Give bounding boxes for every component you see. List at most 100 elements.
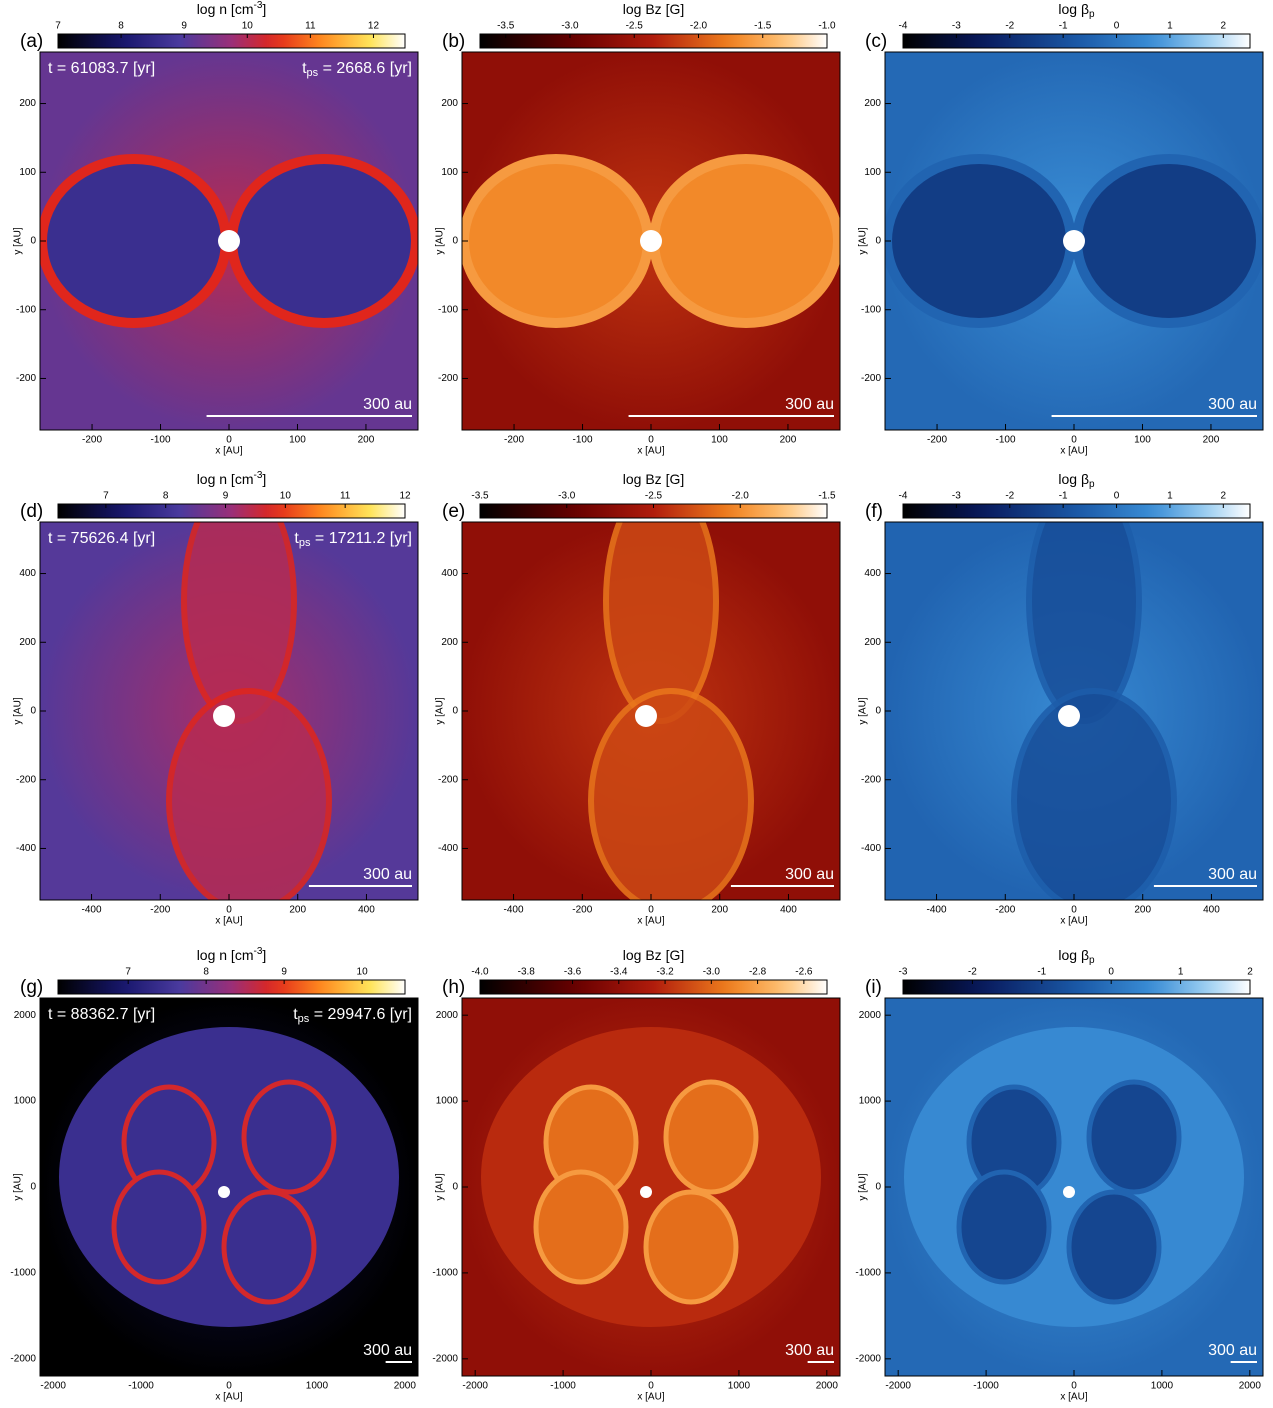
scale-bar-label: 300 au	[785, 866, 834, 883]
colorbar-tick-label: -4	[899, 491, 908, 502]
scale-bar-label: 300 au	[785, 1342, 834, 1359]
lobe	[959, 1172, 1049, 1282]
y-tick-label: 0	[452, 706, 458, 717]
time-label: t = 61083.7 [yr]	[48, 60, 155, 77]
colorbar-tick-label: -1	[1037, 967, 1046, 978]
colorbar	[58, 504, 405, 518]
x-tick-label: -200	[504, 435, 524, 446]
y-tick-label: -200	[438, 373, 458, 384]
scale-bar-label: 300 au	[1208, 866, 1257, 883]
y-tick-label: 400	[441, 568, 458, 579]
y-tick-label: -100	[16, 304, 36, 315]
lobe	[536, 1172, 626, 1282]
x-tick-label: 200	[711, 905, 728, 916]
x-tick-label: -1000	[550, 1381, 576, 1392]
y-axis-label: y [AU]	[858, 697, 869, 724]
colorbar-title: log n [cm-3]	[197, 0, 267, 17]
y-axis-label: y [AU]	[13, 1173, 24, 1200]
y-tick-label: 0	[875, 706, 881, 717]
y-tick-label: -400	[438, 843, 458, 854]
colorbar-tick-label: 11	[305, 21, 316, 32]
tps-part: = 2668.6 [yr]	[318, 60, 412, 77]
panel: -400-2000200400-400-2000200400x [AU]y [A…	[435, 471, 840, 927]
colorbar-tick-label: -3.0	[561, 21, 579, 32]
x-tick-label: -200	[82, 435, 102, 446]
x-axis-label: x [AU]	[1060, 446, 1087, 457]
y-tick-label: -100	[861, 304, 881, 315]
title-part: p	[1089, 479, 1095, 490]
colorbar-title: log n [cm-3]	[197, 946, 267, 963]
colorbar-title: log Bz [G]	[623, 471, 684, 487]
lobe	[1069, 1192, 1159, 1302]
envelope	[59, 1027, 399, 1327]
panel-label: (b)	[442, 31, 465, 52]
y-tick-label: 100	[441, 167, 458, 178]
colorbar	[480, 980, 827, 994]
y-tick-label: -2000	[855, 1353, 881, 1364]
colorbar-tick-label: 10	[242, 21, 254, 32]
x-tick-label: -100	[573, 435, 593, 446]
x-tick-label: 400	[1203, 905, 1220, 916]
lobe	[591, 691, 751, 911]
colorbar-tick-label: 1	[1167, 491, 1173, 502]
y-tick-label: -200	[861, 774, 881, 785]
y-tick-label: -200	[861, 373, 881, 384]
lobe	[464, 159, 648, 323]
x-tick-label: -100	[151, 435, 171, 446]
colorbar-tick-label: -3.4	[610, 967, 628, 978]
core	[1058, 705, 1080, 727]
core	[635, 705, 657, 727]
lobe	[244, 1082, 334, 1192]
colorbar-tick-label: -3	[899, 967, 908, 978]
y-tick-label: 200	[19, 637, 36, 648]
y-tick-label: 0	[875, 1182, 881, 1193]
colorbar-tick-label: 0	[1114, 21, 1120, 32]
y-tick-label: -400	[861, 843, 881, 854]
colorbar-title: log βp	[1058, 1, 1095, 20]
title-part: ]	[262, 947, 266, 963]
panel-label: (h)	[442, 977, 465, 998]
x-tick-label: -100	[996, 435, 1016, 446]
x-tick-label: 0	[648, 435, 654, 446]
colorbar-tick-label: -3.5	[471, 491, 489, 502]
x-tick-label: 0	[1071, 435, 1077, 446]
y-tick-label: 400	[19, 568, 36, 579]
x-axis-label: x [AU]	[1060, 916, 1087, 927]
colorbar-title: log βp	[1058, 471, 1095, 490]
colorbar-tick-label: 7	[103, 491, 109, 502]
x-axis-label: x [AU]	[637, 446, 664, 457]
tps-part: = 29947.6 [yr]	[309, 1006, 412, 1023]
scale-bar-label: 300 au	[1208, 396, 1257, 413]
y-tick-label: 2000	[436, 1010, 459, 1021]
y-axis-label: y [AU]	[435, 227, 446, 254]
y-tick-label: 200	[19, 98, 36, 109]
colorbar-title: log Bz [G]	[623, 1, 684, 17]
x-axis-label: x [AU]	[637, 916, 664, 927]
colorbar-tick-label: -2	[1005, 21, 1014, 32]
colorbar-tick-label: 9	[181, 21, 187, 32]
tps-label: tps = 29947.6 [yr]	[293, 1006, 412, 1025]
lobe	[666, 1082, 756, 1192]
y-tick-label: 0	[30, 1182, 36, 1193]
x-tick-label: 1000	[306, 1381, 329, 1392]
y-tick-label: -400	[16, 843, 36, 854]
y-tick-label: -2000	[10, 1353, 36, 1364]
colorbar-tick-label: 7	[125, 967, 131, 978]
y-tick-label: 0	[30, 706, 36, 717]
x-tick-label: 0	[648, 905, 654, 916]
simulation-image	[885, 52, 1263, 430]
x-tick-label: -2000	[462, 1381, 488, 1392]
y-tick-label: -200	[438, 774, 458, 785]
colorbar-tick-label: -3	[952, 21, 961, 32]
colorbar-tick-label: 9	[281, 967, 287, 978]
y-tick-label: 2000	[859, 1010, 882, 1021]
y-axis-label: y [AU]	[13, 227, 24, 254]
colorbar-tick-label: -2	[968, 967, 977, 978]
x-tick-label: -400	[504, 905, 524, 916]
colorbar	[480, 34, 827, 48]
scale-bar-label: 300 au	[363, 866, 412, 883]
colorbar-tick-label: 9	[223, 491, 229, 502]
colorbar-tick-label: -4.0	[471, 967, 489, 978]
colorbar-tick-label: -1.5	[818, 491, 836, 502]
simulation-image	[462, 481, 840, 911]
